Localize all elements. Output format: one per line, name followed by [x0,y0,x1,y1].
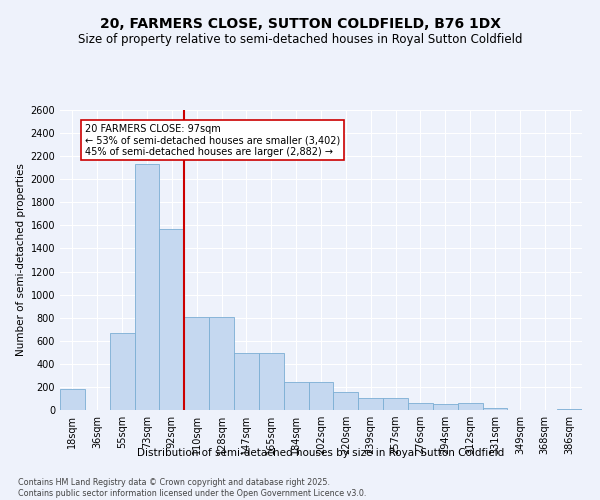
Bar [557,409,582,410]
Bar [60,388,85,410]
Text: Size of property relative to semi-detached houses in Royal Sutton Coldfield: Size of property relative to semi-detach… [78,32,522,46]
Text: Contains HM Land Registry data © Crown copyright and database right 2025.
Contai: Contains HM Land Registry data © Crown c… [18,478,367,498]
Bar [209,316,234,410]
Bar [358,398,383,410]
Bar [134,164,160,410]
Bar [184,316,209,410]
Bar [160,229,184,410]
Bar [458,403,482,410]
Bar [284,382,308,410]
Text: Distribution of semi-detached houses by size in Royal Sutton Coldfield: Distribution of semi-detached houses by … [137,448,505,458]
Bar [482,408,508,410]
Bar [408,403,433,410]
Bar [383,398,408,410]
Bar [110,332,134,410]
Bar [259,354,284,410]
Bar [308,382,334,410]
Y-axis label: Number of semi-detached properties: Number of semi-detached properties [16,164,26,356]
Bar [234,354,259,410]
Text: 20 FARMERS CLOSE: 97sqm
← 53% of semi-detached houses are smaller (3,402)
45% of: 20 FARMERS CLOSE: 97sqm ← 53% of semi-de… [85,124,340,157]
Bar [334,392,358,410]
Bar [433,404,458,410]
Text: 20, FARMERS CLOSE, SUTTON COLDFIELD, B76 1DX: 20, FARMERS CLOSE, SUTTON COLDFIELD, B76… [100,18,500,32]
